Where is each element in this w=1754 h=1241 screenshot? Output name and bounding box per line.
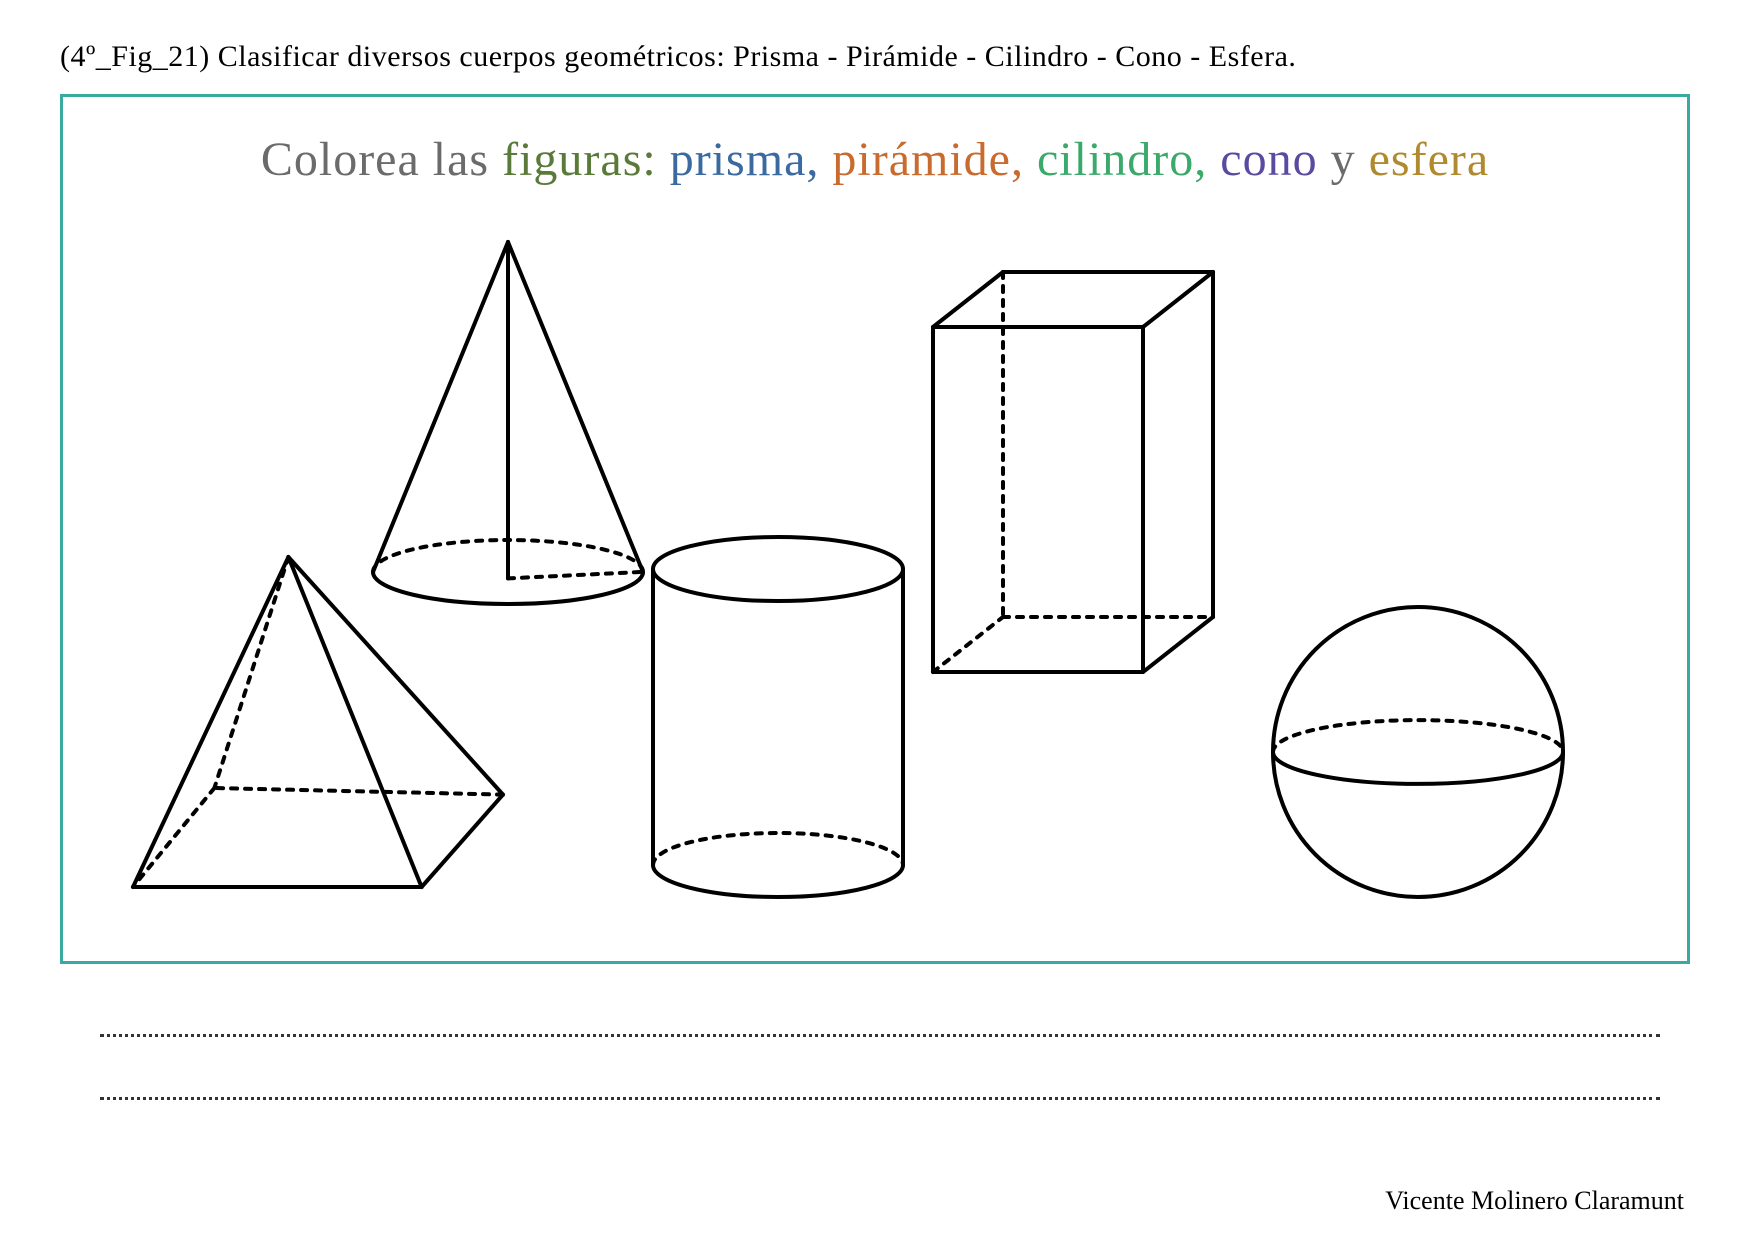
author-credit: Vicente Molinero Claramunt — [1385, 1186, 1684, 1216]
worksheet-frame: Colorea las figuras: prisma, pirámide, c… — [60, 94, 1690, 964]
shapes-canvas — [63, 97, 1687, 961]
worksheet-header: (4º_Fig_21) Clasificar diversos cuerpos … — [60, 40, 1694, 74]
answer-line[interactable] — [100, 1077, 1660, 1100]
worksheet-page: (4º_Fig_21) Clasificar diversos cuerpos … — [0, 0, 1754, 1241]
answer-lines — [100, 1014, 1660, 1100]
answer-line[interactable] — [100, 1014, 1660, 1037]
